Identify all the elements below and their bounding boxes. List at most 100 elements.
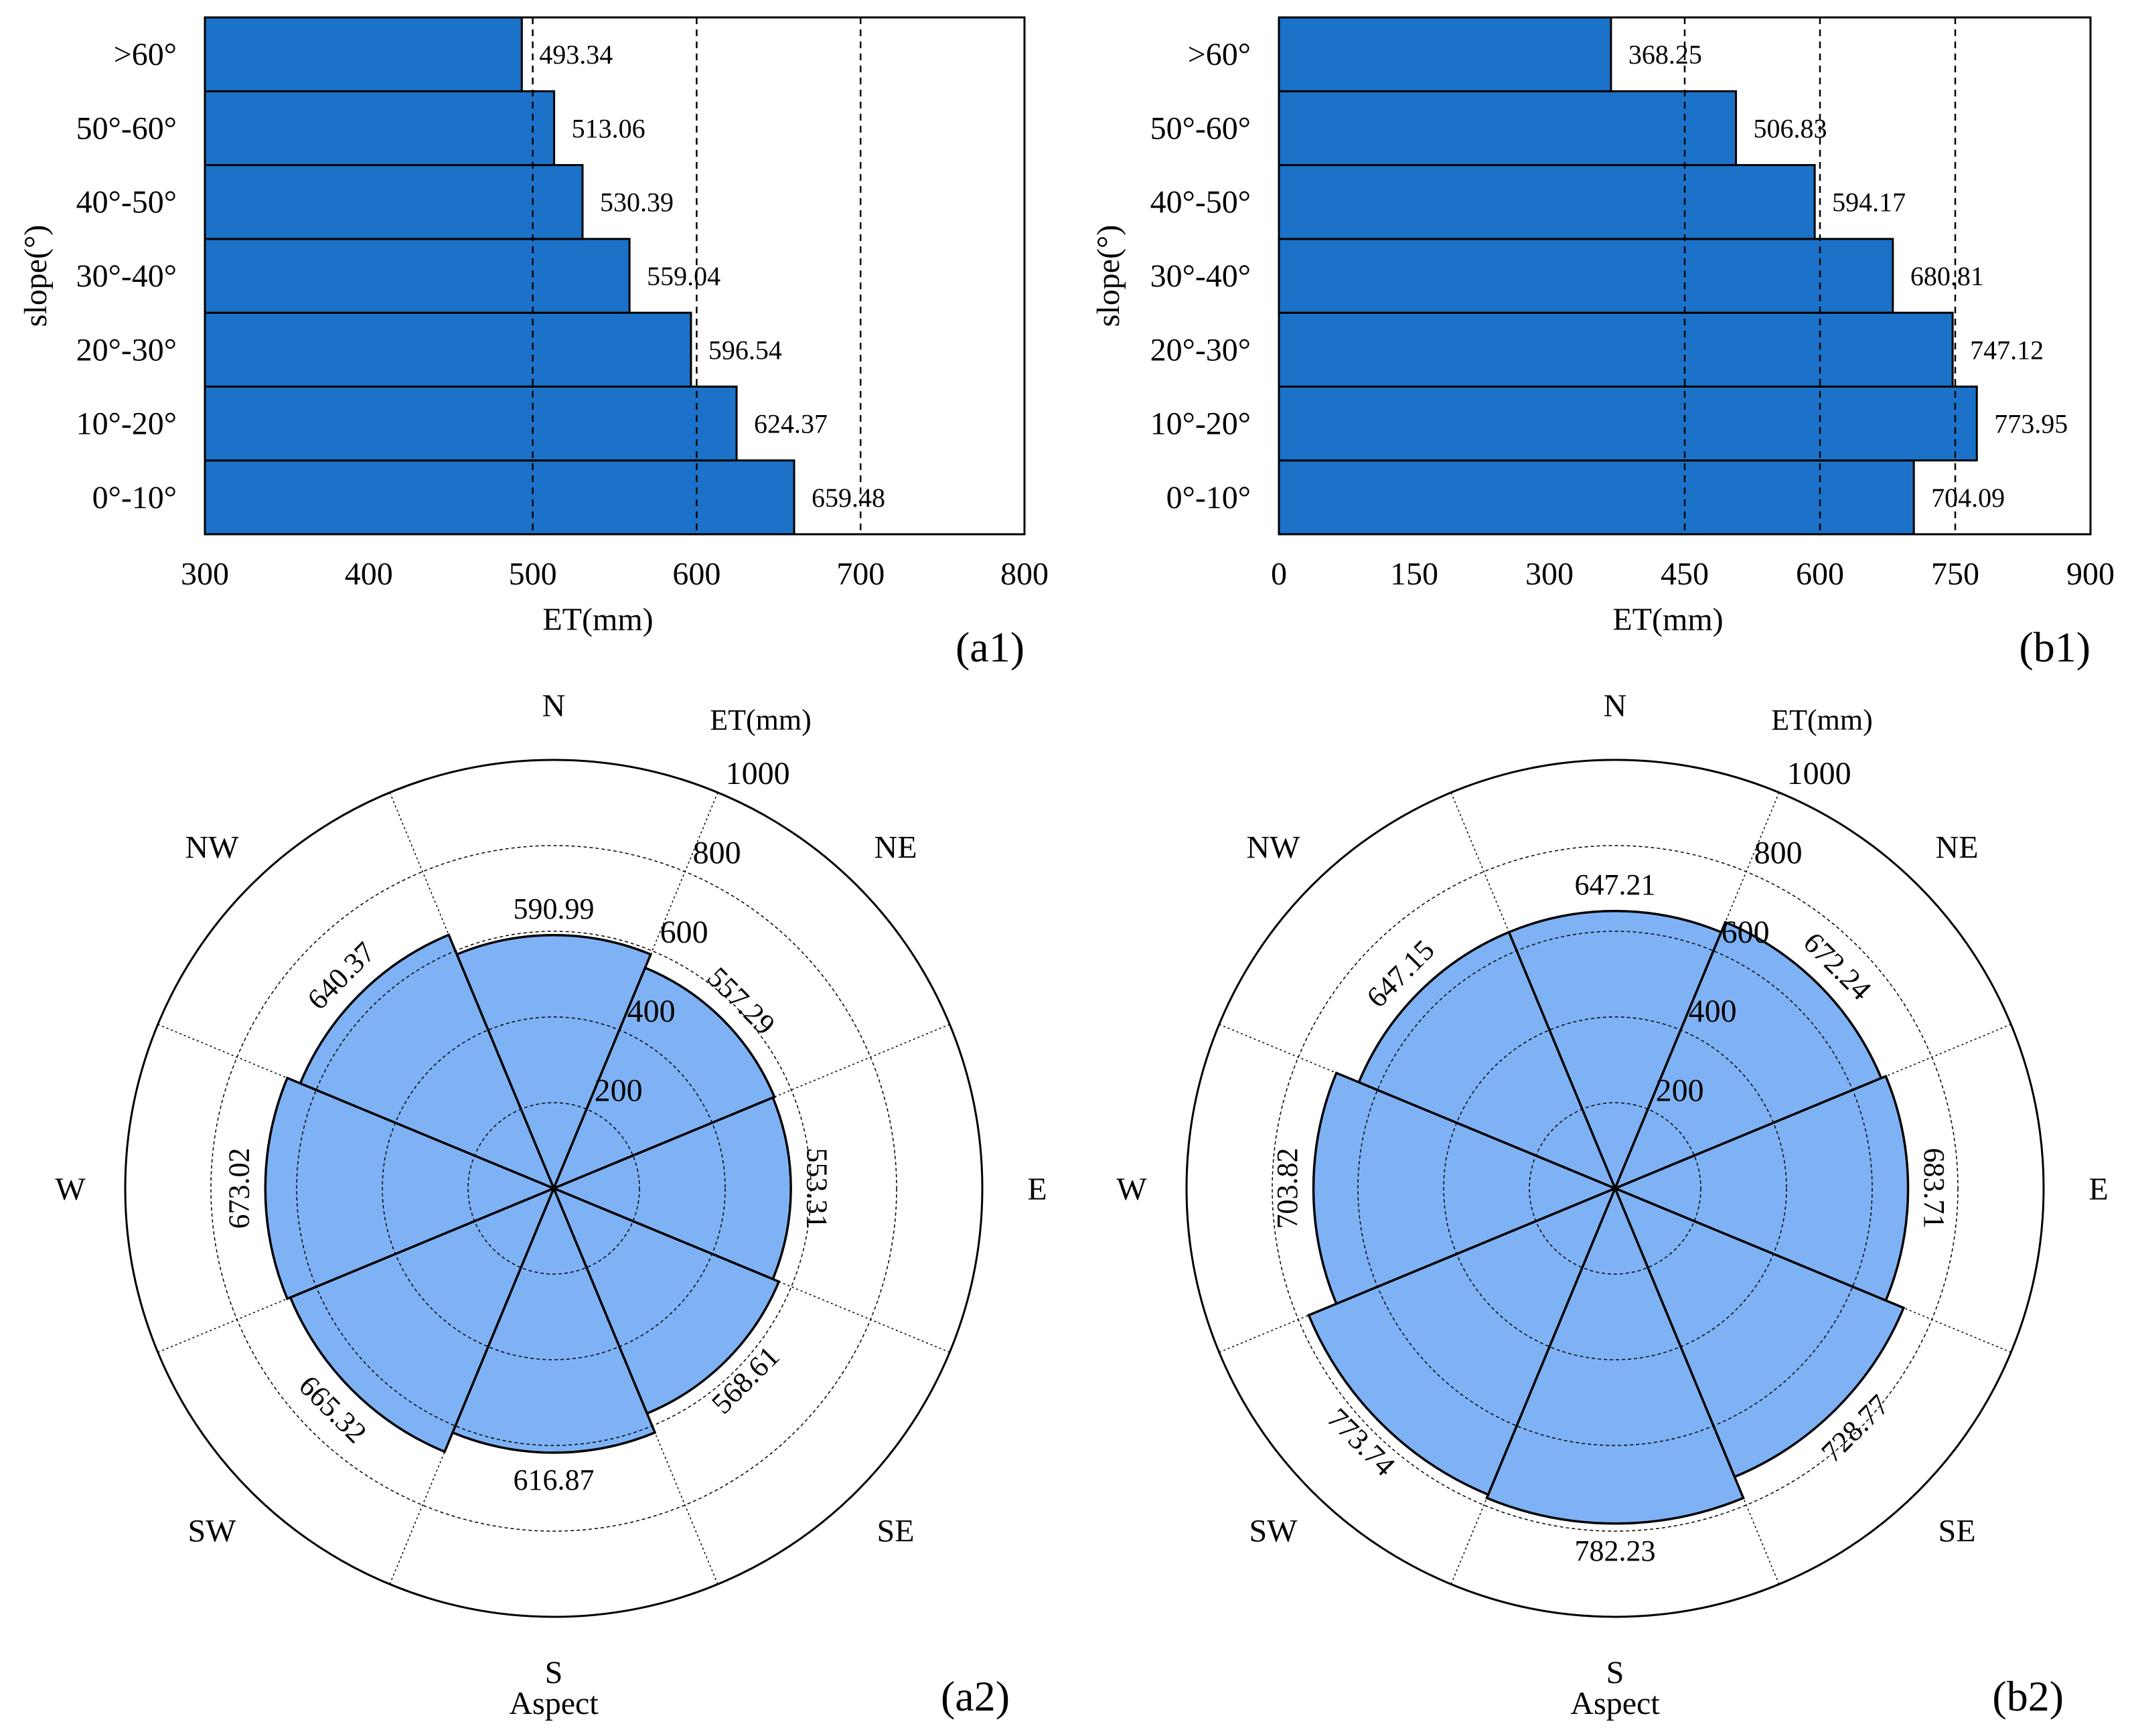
- panel-label: (b1): [2019, 623, 2090, 671]
- sector-S: [1485, 1185, 1745, 1525]
- x-tick-label: 600: [672, 556, 720, 592]
- x-tick-label: 150: [1390, 556, 1438, 592]
- sector-N: [1507, 910, 1723, 1192]
- bar-value-label: 493.34: [539, 40, 613, 70]
- bar-value-label: 594.17: [1832, 187, 1906, 218]
- radial-grid-circle: [1529, 1102, 1701, 1275]
- sector-value-label: 703.82: [1271, 1148, 1304, 1229]
- sector-SE: [1612, 1186, 1906, 1479]
- bar-value-label: 624.37: [754, 409, 828, 439]
- bar-value-label: 596.54: [708, 335, 782, 365]
- sector-NW: [1357, 931, 1618, 1191]
- radial-grid-circle: [1443, 1016, 1787, 1360]
- sector-value-label: 590.99: [514, 892, 595, 925]
- sector-NE: [551, 966, 776, 1191]
- x-tick-label: 500: [509, 556, 557, 592]
- y-tick-label: 50°-60°: [1150, 110, 1251, 146]
- bar-1: [1278, 385, 1978, 462]
- panel-b2-aspect-polar-chart: 200 400 600 800 1000 ET(mm) N NE E SE S SW W NW 647.21…: [1116, 688, 2108, 1721]
- direction-label-S: S: [1606, 1655, 1624, 1690]
- radial-grid-circle: [296, 931, 812, 1446]
- direction-label-N: N: [542, 688, 566, 724]
- panel-label: (a1): [956, 623, 1024, 671]
- direction-label-SE: SE: [877, 1514, 915, 1549]
- y-tick-label: 30°-40°: [76, 258, 177, 294]
- bar-value-label: 659.48: [812, 483, 885, 513]
- y-tick-label: 20°-30°: [76, 332, 177, 368]
- bar-3: [204, 238, 631, 314]
- direction-label-SW: SW: [1249, 1514, 1298, 1549]
- radial-grid-circle: [467, 1102, 640, 1275]
- sector-SW: [289, 1186, 556, 1453]
- x-tick-label: 300: [1525, 556, 1574, 592]
- y-tick-label: 50°-60°: [76, 110, 177, 146]
- x-tick-label: 0: [1271, 556, 1287, 592]
- direction-label-S: S: [545, 1655, 563, 1690]
- y-tick-label: 0°-10°: [92, 480, 177, 516]
- panel-a2-aspect-polar-chart: 200 400 600 800 1000 ET(mm) N NE E SE S SW W NW 590.99…: [55, 688, 1047, 1721]
- sector-SW: [1307, 1186, 1618, 1496]
- bar-5: [1278, 90, 1738, 167]
- direction-label-W: W: [55, 1172, 86, 1207]
- sector-value-label: 553.31: [801, 1148, 834, 1229]
- sector-W: [264, 1076, 557, 1301]
- bar-6: [1278, 16, 1612, 92]
- x-tick-label: 400: [345, 556, 393, 592]
- bar-value-label: 773.95: [1994, 409, 2068, 439]
- y-axis-title: slope(°): [1091, 225, 1126, 327]
- x-tick-label: 600: [1796, 556, 1844, 592]
- direction-label-SW: SW: [187, 1514, 236, 1549]
- direction-label-E: E: [1027, 1172, 1047, 1207]
- y-tick-label: 10°-20°: [1150, 406, 1251, 442]
- radial-tick-label: 400: [627, 994, 676, 1029]
- x-axis-title: ET(mm): [542, 602, 653, 637]
- y-tick-label: 0°-10°: [1166, 480, 1251, 516]
- x-tick-label: 300: [181, 556, 229, 592]
- panel-label: (a2): [941, 1672, 1010, 1720]
- radial-tick-label: 200: [595, 1073, 643, 1108]
- x-tick-label: 800: [1000, 556, 1049, 592]
- bar-0: [204, 459, 795, 536]
- bar-0: [1278, 459, 1915, 536]
- radial-tick-label: 800: [693, 836, 741, 871]
- x-axis-title: ET(mm): [1612, 602, 1723, 637]
- y-tick-label: 40°-50°: [76, 185, 177, 220]
- radial-grid-circle: [1272, 845, 1959, 1532]
- bar-value-label: 513.06: [572, 113, 645, 143]
- y-tick-label: 10°-20°: [76, 406, 177, 442]
- bar-value-label: 704.09: [1931, 483, 2005, 513]
- y-tick-label: 30°-40°: [1150, 258, 1251, 294]
- direction-label-NW: NW: [1246, 830, 1300, 865]
- sector-value-label: 647.21: [1575, 868, 1656, 901]
- bar-value-label: 680.81: [1910, 261, 1984, 291]
- bar-value-label: 559.04: [647, 261, 720, 291]
- x-axis-title: Aspect: [1570, 1686, 1660, 1721]
- direction-label-NW: NW: [185, 830, 239, 865]
- sector-NW: [299, 933, 556, 1191]
- bar-value-label: 506.83: [1754, 113, 1827, 143]
- radial-grid-circle: [1357, 931, 1873, 1446]
- panel-label: (b2): [1992, 1672, 2064, 1720]
- bar-value-label: 368.25: [1628, 40, 1702, 70]
- y-tick-label: 20°-30°: [1150, 332, 1251, 368]
- y-tick-label: >60°: [1188, 37, 1251, 72]
- radial-tick-label: 800: [1754, 836, 1803, 871]
- x-tick-label: 900: [2066, 556, 2115, 592]
- sector-NE: [1612, 921, 1883, 1191]
- sector-E: [1612, 1075, 1910, 1302]
- sector-value-label: 673.02: [223, 1148, 256, 1229]
- bar-4: [204, 164, 584, 240]
- direction-label-W: W: [1116, 1172, 1147, 1207]
- radial-tick-label: 1000: [1787, 756, 1851, 791]
- y-tick-label: >60°: [114, 37, 177, 72]
- direction-label-N: N: [1604, 688, 1627, 724]
- bar-2: [204, 311, 692, 388]
- direction-label-NE: NE: [874, 830, 917, 865]
- radial-axis-title: ET(mm): [1771, 704, 1873, 736]
- bar-5: [204, 90, 556, 167]
- direction-label-NE: NE: [1936, 830, 1979, 865]
- bar-value-label: 530.39: [600, 187, 674, 218]
- y-axis-title: slope(°): [18, 225, 54, 327]
- sector-SE: [551, 1186, 781, 1415]
